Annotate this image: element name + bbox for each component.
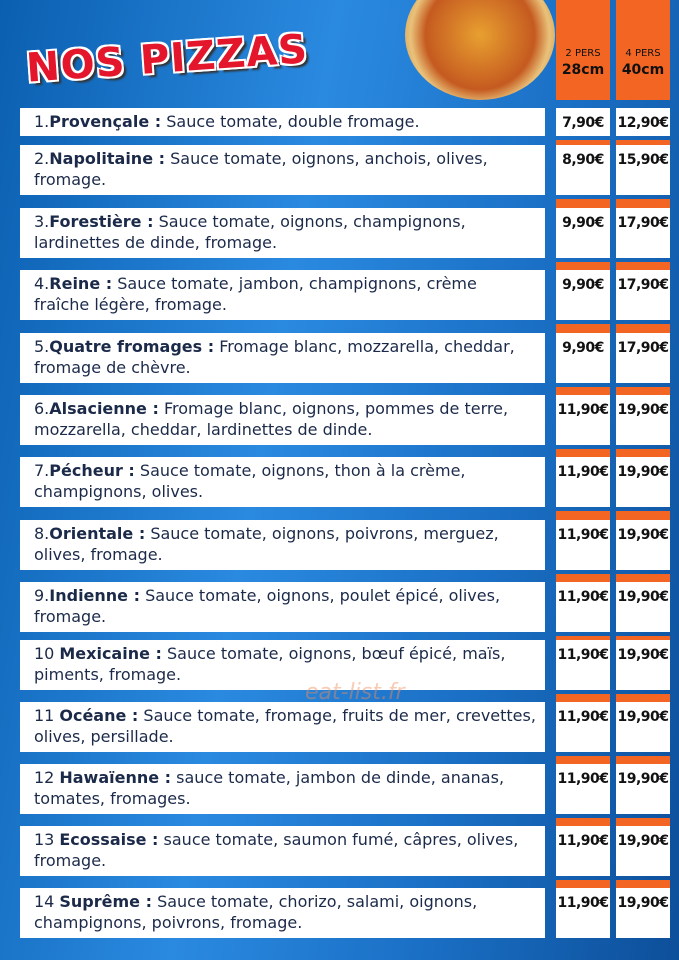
item-number: 1. [34,112,50,131]
item-description: sauce tomate, saumon fumé, câpres, olive… [34,830,519,870]
menu-item: 7.Pécheur : Sauce tomate, oignons, thon … [20,457,545,507]
item-number: 13 [34,830,55,849]
item-number: 4. [34,274,50,293]
pizza-photo [405,0,555,100]
item-name: Pécheur : [49,461,135,480]
menu-item: 2.Napolitaine : Sauce tomate, oignons, a… [20,145,545,195]
item-number: 7. [34,461,50,480]
item-name: Reine : [49,274,113,293]
price-small: 9,90€ [556,208,610,258]
item-number: 5. [34,337,50,356]
item-name: Mexicaine : [59,644,162,663]
item-name: Alsacienne : [49,399,159,418]
price-large: 12,90€ [616,108,670,136]
item-description: Sauce tomate, oignons, anchois, olives, … [34,149,488,189]
item-number: 11 [34,706,55,725]
item-number: 2. [34,149,50,168]
item-number: 14 [34,892,55,911]
item-description: Sauce tomate, oignons, champignons, lard… [34,212,466,252]
item-description: Sauce tomate, chorizo, salami, oignons, … [34,892,478,932]
item-number: 9. [34,586,50,605]
item-name: Indienne : [49,586,140,605]
item-name: Quatre fromages : [49,337,215,356]
menu-item: 13 Ecossaise : sauce tomate, saumon fumé,… [20,826,545,876]
menu-item: 11 Océane : Sauce tomate, fromage, fruits… [20,702,545,752]
price-small: 9,90€ [556,333,610,383]
item-description: Fromage blanc, mozzarella, cheddar, from… [34,337,515,377]
item-description: Sauce tomate, oignons, thon à la crème, … [34,461,466,501]
price-small: 11,90€ [556,582,610,632]
price-small: 11,90€ [556,520,610,570]
item-description: sauce tomate, jambon de dinde, ananas, t… [34,768,505,808]
price-large: 17,90€ [616,333,670,383]
column-header: 4 PERS 40cm [616,0,670,100]
price-small: 11,90€ [556,395,610,445]
price-small: 11,90€ [556,702,610,752]
item-description: Sauce tomate, oignons, poulet épicé, oli… [34,586,501,626]
menu-item: 5.Quatre fromages : Fromage blanc, mozza… [20,333,545,383]
menu-item: 8.Orientale : Sauce tomate, oignons, poi… [20,520,545,570]
menu-title: NOS PIZZAS [24,26,310,92]
item-name: Napolitaine : [49,149,166,168]
price-large: 19,90€ [616,826,670,876]
watermark: eat-list.fr [305,680,405,705]
price-small: 7,90€ [556,108,610,136]
item-name: Océane : [59,706,139,725]
menu-item: 1.Provençale : Sauce tomate, double from… [20,108,545,136]
price-small: 11,90€ [556,764,610,814]
item-description: Sauce tomate, oignons, bœuf épicé, maïs,… [34,644,506,684]
menu-item: 14 Suprême : Sauce tomate, chorizo, salam… [20,888,545,938]
item-description: Sauce tomate, fromage, fruits de mer, cr… [34,706,536,746]
menu-item: 12 Hawaïenne : sauce tomate, jambon de di… [20,764,545,814]
item-number: 8. [34,524,50,543]
menu-item: 10 Mexicaine : Sauce tomate, oignons, bœu… [20,640,545,690]
menu-item: 6.Alsacienne : Fromage blanc, oignons, p… [20,395,545,445]
item-description: Sauce tomate, jambon, champignons, crème… [34,274,477,314]
item-number: 3. [34,212,50,231]
item-number: 10 [34,644,55,663]
price-small: 11,90€ [556,826,610,876]
item-name: Ecossaise : [59,830,159,849]
price-small: 11,90€ [556,888,610,938]
column-size: 40cm [621,62,665,78]
price-large: 19,90€ [616,702,670,752]
column-size: 28cm [561,62,605,78]
item-name: Forestière : [49,212,154,231]
price-large: 19,90€ [616,582,670,632]
item-number: 12 [34,768,55,787]
item-description: Fromage blanc, oignons, pommes de terre,… [34,399,509,439]
price-large: 19,90€ [616,764,670,814]
item-name: Orientale : [49,524,146,543]
menu-item: 9.Indienne : Sauce tomate, oignons, poul… [20,582,545,632]
item-name: Hawaïenne : [59,768,172,787]
price-small: 8,90€ [556,145,610,195]
price-large: 19,90€ [616,457,670,507]
column-persons: 4 PERS [625,48,661,59]
price-small: 11,90€ [556,640,610,690]
menu-item: 3.Forestière : Sauce tomate, oignons, ch… [20,208,545,258]
item-number: 6. [34,399,50,418]
item-description: Sauce tomate, oignons, poivrons, merguez… [34,524,499,564]
price-large: 19,90€ [616,888,670,938]
column-persons: 2 PERS [565,48,601,59]
price-small: 9,90€ [556,270,610,320]
price-large: 15,90€ [616,145,670,195]
item-description: Sauce tomate, double fromage. [166,112,420,131]
price-small: 11,90€ [556,457,610,507]
menu-item: 4.Reine : Sauce tomate, jambon, champign… [20,270,545,320]
price-large: 19,90€ [616,395,670,445]
price-large: 17,90€ [616,208,670,258]
item-name: Suprême : [59,892,152,911]
column-header: 2 PERS 28cm [556,0,610,100]
item-name: Provençale : [49,112,162,131]
price-large: 19,90€ [616,640,670,690]
price-large: 19,90€ [616,520,670,570]
price-large: 17,90€ [616,270,670,320]
